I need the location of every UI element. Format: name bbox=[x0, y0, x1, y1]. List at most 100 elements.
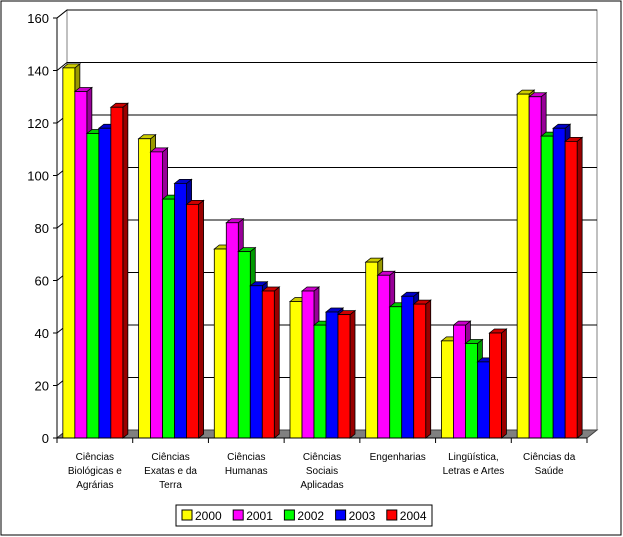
x-tick-label-line: Ciências bbox=[151, 452, 189, 463]
gridline bbox=[56, 9, 597, 19]
bar-front bbox=[516, 93, 530, 439]
bar-front bbox=[162, 198, 175, 439]
x-tick-label: Ciências Exatas e da Terra bbox=[144, 452, 197, 491]
bar-front bbox=[489, 332, 502, 439]
x-tick-label-line: Ciências bbox=[303, 452, 341, 463]
legend-label: 2000 bbox=[195, 509, 222, 523]
bar-side bbox=[198, 199, 204, 439]
legend-item: 2001 bbox=[232, 509, 273, 523]
legend-label: 2001 bbox=[246, 509, 273, 523]
bar-front bbox=[365, 261, 379, 439]
y-tick-label: 0 bbox=[42, 431, 49, 446]
gridline bbox=[56, 62, 597, 71]
bar-front bbox=[174, 182, 187, 439]
y-tick-label: 100 bbox=[27, 169, 49, 184]
x-tick-label-line: Biológicas e bbox=[68, 466, 122, 477]
x-tick-label: Lingüística, Letras e Artes bbox=[443, 452, 505, 477]
x-tick-label-line: Terra bbox=[159, 480, 182, 491]
bar-front bbox=[213, 248, 227, 439]
bar-front bbox=[441, 340, 454, 439]
x-tick-label-line: Agrárias bbox=[76, 480, 113, 491]
bar-front bbox=[249, 285, 263, 439]
bar-front bbox=[289, 301, 303, 439]
legend-label: 2003 bbox=[349, 509, 376, 523]
x-axis: Ciências Biológicas e Agrárias Ciências Exat… bbox=[56, 437, 588, 491]
bar-front bbox=[74, 91, 88, 439]
legend-swatch bbox=[386, 509, 398, 521]
legend-item: 2000 bbox=[181, 509, 222, 523]
bar-front bbox=[186, 203, 199, 439]
bar-side bbox=[425, 299, 432, 439]
y-tick-label: 140 bbox=[27, 64, 49, 79]
legend-swatch bbox=[335, 509, 347, 521]
bar-front bbox=[110, 106, 124, 439]
bar-front bbox=[150, 151, 163, 439]
x-tick-label: Ciências da Saúde bbox=[523, 452, 576, 477]
bar-front bbox=[261, 290, 275, 439]
y-tick-label: 160 bbox=[27, 11, 49, 26]
bar bbox=[185, 199, 205, 439]
bar-front bbox=[62, 67, 76, 439]
x-tick-label: Engenharias bbox=[370, 452, 426, 463]
bar-front bbox=[528, 96, 542, 439]
x-tick-label-line: Saúde bbox=[535, 466, 564, 477]
bar-side bbox=[576, 136, 583, 439]
bar-front bbox=[301, 290, 315, 439]
y-tick-label: 20 bbox=[35, 379, 49, 394]
x-tick-label-line: Lingüística, bbox=[448, 452, 499, 463]
x-tick-label-line: Ciências bbox=[227, 452, 265, 463]
bar-side bbox=[349, 309, 356, 439]
legend-label: 2004 bbox=[400, 509, 427, 523]
x-tick-label-line: Ciências bbox=[76, 452, 114, 463]
y-tick-label: 60 bbox=[35, 274, 49, 289]
bar-front bbox=[477, 361, 490, 439]
bar bbox=[261, 286, 281, 439]
x-tick-label: Ciências Humanas bbox=[225, 452, 268, 477]
bar bbox=[412, 299, 432, 439]
x-tick-label-line: Engenharias bbox=[370, 452, 426, 463]
bar bbox=[109, 102, 129, 439]
x-tick-label-line: Exatas e da bbox=[144, 466, 197, 477]
bar-front bbox=[377, 274, 391, 439]
y-tick-label: 120 bbox=[27, 116, 49, 131]
bar bbox=[488, 328, 508, 439]
legend-swatch bbox=[283, 509, 295, 521]
bar bbox=[336, 309, 357, 439]
bar-front bbox=[552, 127, 566, 439]
bar-side bbox=[273, 286, 280, 439]
bar-front bbox=[540, 135, 554, 439]
legend: 2000 2001 2002 2003 2004 bbox=[175, 504, 433, 527]
x-tick-label-line: Ciências da bbox=[523, 452, 576, 463]
y-tick-label: 40 bbox=[35, 326, 49, 341]
legend-swatch bbox=[232, 509, 244, 521]
legend-label: 2002 bbox=[297, 509, 324, 523]
bar-front bbox=[325, 311, 339, 439]
bar-front bbox=[313, 324, 327, 439]
bar-front bbox=[86, 133, 100, 439]
legend-item: 2004 bbox=[386, 509, 427, 523]
bar-front bbox=[564, 140, 578, 439]
bar-front bbox=[98, 127, 112, 439]
legend-item: 2002 bbox=[283, 509, 324, 523]
legend-swatch bbox=[181, 509, 193, 521]
bar-front bbox=[413, 303, 427, 439]
bar-front bbox=[465, 343, 478, 439]
bar-front bbox=[225, 222, 239, 439]
x-tick-label-line: Humanas bbox=[225, 466, 268, 477]
y-axis: 0 20 40 60 80 100 120 140 160 bbox=[27, 11, 58, 446]
x-tick-label-line: Sociais bbox=[306, 466, 338, 477]
legend-item: 2003 bbox=[335, 509, 376, 523]
bar-front bbox=[401, 295, 415, 439]
x-tick-label-line: Letras e Artes bbox=[443, 466, 505, 477]
y-tick-label: 80 bbox=[35, 221, 49, 236]
x-tick-label: Ciências Biológicas e Agrárias bbox=[68, 452, 122, 491]
bar-side bbox=[122, 102, 129, 439]
bar-front bbox=[453, 324, 466, 439]
bar bbox=[564, 136, 584, 439]
bar-front bbox=[138, 138, 151, 439]
bar-front bbox=[389, 306, 403, 439]
bar-side bbox=[501, 328, 507, 439]
bar-front bbox=[237, 251, 251, 439]
